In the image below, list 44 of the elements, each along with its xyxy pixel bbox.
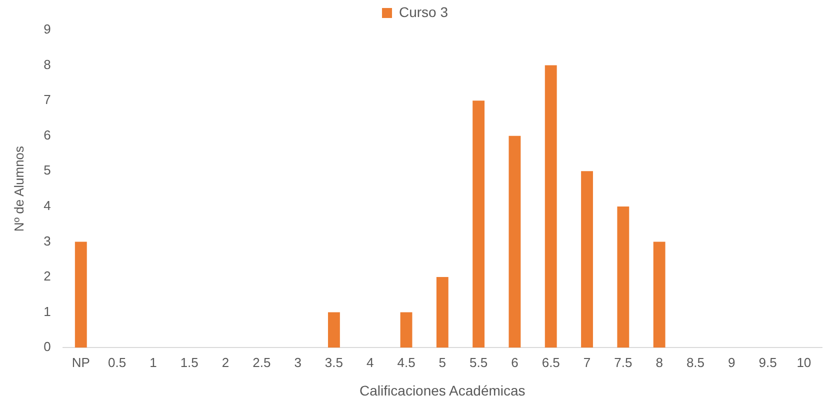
x-tick-label: 2.5 (252, 354, 271, 370)
x-tick-label: 7.5 (614, 354, 632, 370)
bar (400, 312, 412, 348)
x-tick-label: 2 (222, 354, 230, 370)
y-tick-label: 5 (44, 162, 51, 178)
x-tick-label: 7 (583, 354, 591, 370)
y-axis-title: Nº de Alumnos (11, 145, 26, 232)
y-tick-label: 1 (44, 304, 51, 319)
x-tick-label: 8.5 (686, 354, 705, 370)
x-tick-label: 6 (511, 354, 518, 370)
x-tick-label: 10 (796, 354, 812, 370)
x-axis-title: Calificaciones Académicas (360, 382, 526, 398)
x-tick-label: 3.5 (324, 354, 343, 370)
x-tick-label: 5 (438, 354, 446, 370)
bar (508, 136, 521, 348)
bar (472, 100, 485, 348)
y-tick-label: 0 (44, 339, 51, 354)
bar (328, 312, 340, 348)
y-tick-label: 9 (44, 22, 51, 37)
y-tick-label: 2 (44, 268, 51, 284)
y-tick-label: 7 (44, 92, 51, 108)
bar (74, 242, 87, 348)
bar (436, 277, 448, 348)
x-tick-label: 9 (728, 354, 736, 370)
legend-label: Curso 3 (398, 4, 448, 20)
x-tick-label: 8 (656, 354, 663, 370)
x-tick-label: 5.5 (470, 354, 488, 370)
y-tick-label: 8 (44, 56, 51, 72)
x-tick-label: 1 (150, 354, 157, 370)
x-tick-label: 0.5 (108, 354, 126, 370)
y-tick-label: 4 (44, 198, 51, 214)
bar (617, 206, 630, 348)
x-tick-label: NP (72, 354, 90, 370)
x-tick-label: 9.5 (758, 354, 777, 370)
y-tick-label: 6 (44, 127, 51, 142)
x-tick-label: 6.5 (542, 354, 560, 370)
bar (544, 65, 557, 348)
bar (581, 171, 593, 348)
x-tick-label: 4.5 (397, 354, 416, 370)
bar (653, 242, 666, 348)
x-tick-label: 4 (366, 354, 374, 370)
x-tick-label: 1.5 (180, 354, 198, 370)
x-tick-label: 3 (294, 354, 302, 370)
y-tick-label: 3 (44, 233, 51, 248)
